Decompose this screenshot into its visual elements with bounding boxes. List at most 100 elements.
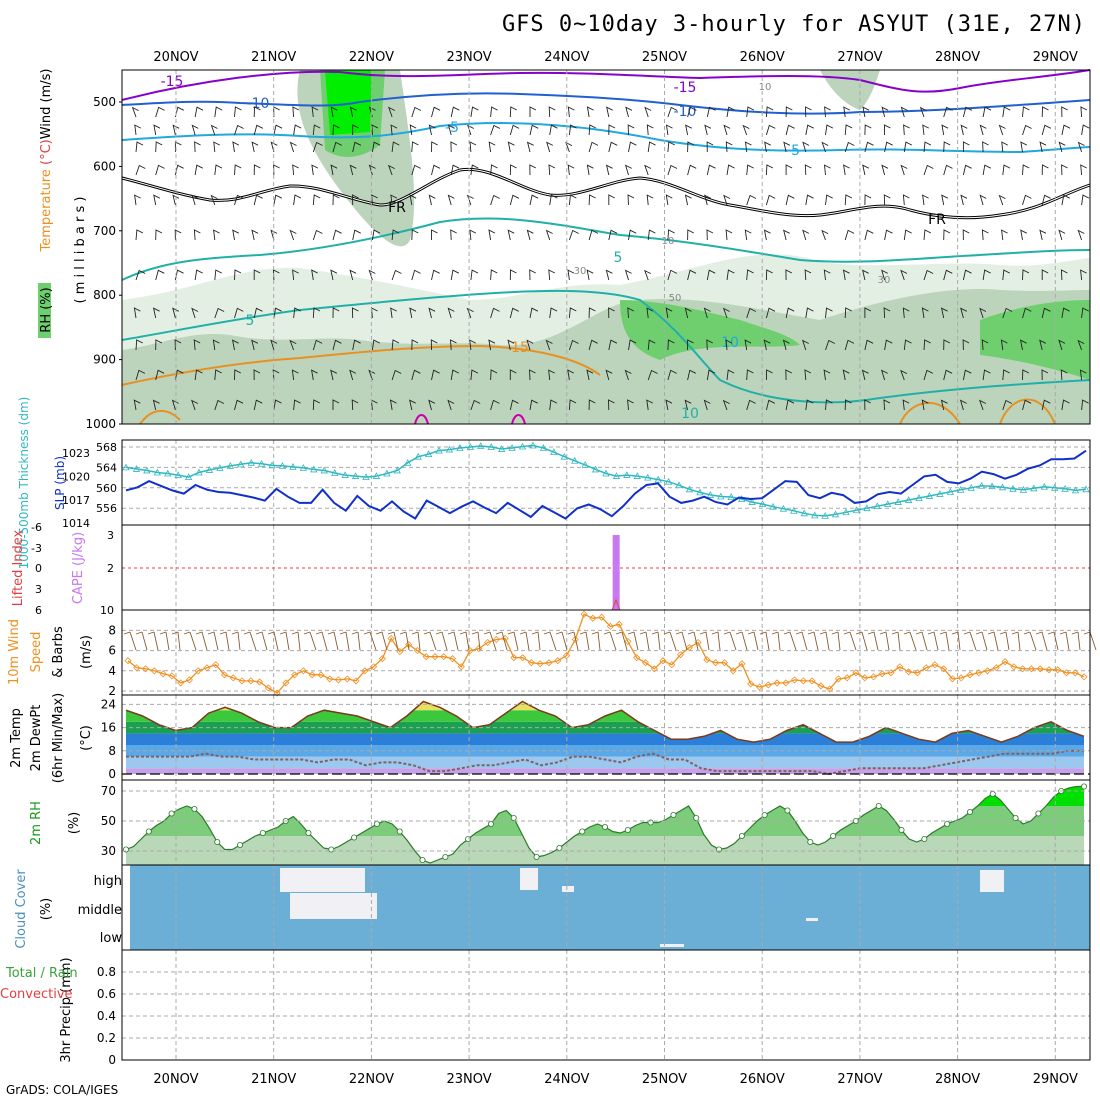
wind-barb — [529, 106, 537, 117]
wind-barb — [509, 124, 520, 136]
wind-barb — [1077, 339, 1085, 351]
wind-barb — [529, 124, 539, 136]
wind-barb — [881, 106, 889, 118]
wind-barb — [273, 194, 283, 206]
rh-point — [214, 839, 221, 846]
wind-barb-10m — [735, 631, 748, 651]
thickness-point — [466, 443, 475, 450]
wind-barb — [902, 399, 910, 411]
wind-barb — [667, 106, 678, 118]
wind-barb — [821, 229, 829, 241]
precip-tick-label: 0 — [108, 1053, 116, 1067]
wind-barb — [214, 307, 225, 319]
wind-speed-point — [308, 671, 316, 679]
wind-barb — [687, 106, 697, 118]
wind-barb — [687, 339, 694, 350]
wind-barb — [805, 194, 814, 206]
wind-barb — [884, 141, 893, 153]
thickness-point — [445, 445, 454, 453]
wind-barb — [665, 124, 673, 136]
wind-barb — [823, 269, 831, 281]
thickness-point — [936, 490, 944, 497]
wind-barb — [765, 194, 776, 206]
cape-bar — [612, 535, 620, 610]
thickness-point — [591, 465, 600, 473]
wind-barb — [864, 339, 874, 351]
thickness-point — [623, 471, 631, 478]
wind-barb-10m — [147, 631, 159, 651]
wind-barb — [1058, 141, 1066, 153]
wind-barb-10m — [447, 631, 459, 651]
wind-barb — [430, 339, 438, 351]
thickness-point — [811, 511, 819, 519]
wind-barb — [330, 369, 338, 381]
wind-barb-10m — [579, 631, 590, 651]
wind-barb — [194, 269, 203, 281]
wind-barb — [509, 269, 517, 281]
wind-barb — [981, 229, 989, 241]
temp-contour-20-right2 — [999, 398, 1056, 425]
wind-barb — [1041, 164, 1049, 176]
wind-barb — [941, 124, 949, 136]
wind-barb — [409, 307, 417, 319]
lifted-index-mark — [611, 598, 621, 611]
wind-barb — [704, 124, 712, 136]
wind-barb — [213, 229, 220, 241]
wind-speed-point — [343, 675, 351, 683]
wind-barb-10m — [243, 631, 257, 651]
wind-barb — [507, 339, 515, 351]
wind-barb — [627, 307, 635, 319]
wind-barb — [764, 141, 771, 153]
wind-speed-point — [299, 667, 307, 675]
wind-barb-10m — [807, 631, 819, 651]
wind-barb — [628, 141, 637, 153]
wind-speed-point — [817, 682, 825, 690]
wind-barb — [490, 164, 498, 176]
wind-barb — [134, 194, 141, 206]
wind-barb — [332, 339, 342, 351]
wind-barb — [1080, 106, 1088, 118]
wind-barb — [962, 339, 970, 351]
wind-barb — [844, 141, 855, 153]
wind-barb — [923, 269, 934, 281]
wind-speed-point — [983, 667, 992, 675]
wind-barb — [135, 339, 143, 351]
wind-barb-10m — [639, 631, 650, 651]
thickness-point — [310, 465, 318, 473]
wind-barb — [509, 106, 518, 118]
wind-barb — [391, 141, 400, 153]
wind-barb — [332, 229, 342, 241]
wind-barb — [431, 269, 440, 281]
wind-barb — [880, 369, 888, 381]
wind-barb — [608, 229, 618, 241]
wind-barb-10m — [459, 631, 470, 651]
wind-barb — [371, 124, 379, 136]
wind-barb — [488, 141, 496, 153]
wind-speed-line — [127, 613, 1085, 694]
wind-barb — [411, 106, 422, 118]
thickness-tick-label: 556 — [96, 502, 117, 515]
wind-barb — [567, 164, 575, 176]
wind-barb — [251, 229, 259, 241]
wind-barb-10m — [1047, 631, 1059, 651]
contour-label: 5 — [246, 313, 255, 329]
wind-barb — [312, 141, 323, 153]
wind-barb — [979, 307, 987, 319]
wind-barb — [234, 164, 242, 176]
rh-point — [807, 839, 814, 846]
wind-barb — [1061, 124, 1071, 136]
rh-tick-label: 30 — [101, 844, 116, 858]
slp-axis-label: SLP (mb) — [53, 456, 67, 510]
wind-barb — [251, 339, 259, 351]
wind-barb — [785, 106, 793, 118]
wind-barb — [387, 164, 395, 176]
wind-barb — [805, 307, 814, 319]
thickness-point — [518, 442, 527, 450]
wind-barb — [131, 106, 139, 118]
wind-barb — [411, 369, 421, 381]
wind-barb — [567, 369, 575, 381]
wind-barb — [723, 124, 731, 136]
wind-barb — [312, 399, 321, 411]
thickness-point — [1051, 483, 1059, 491]
wind-barb-10m — [1011, 631, 1021, 651]
